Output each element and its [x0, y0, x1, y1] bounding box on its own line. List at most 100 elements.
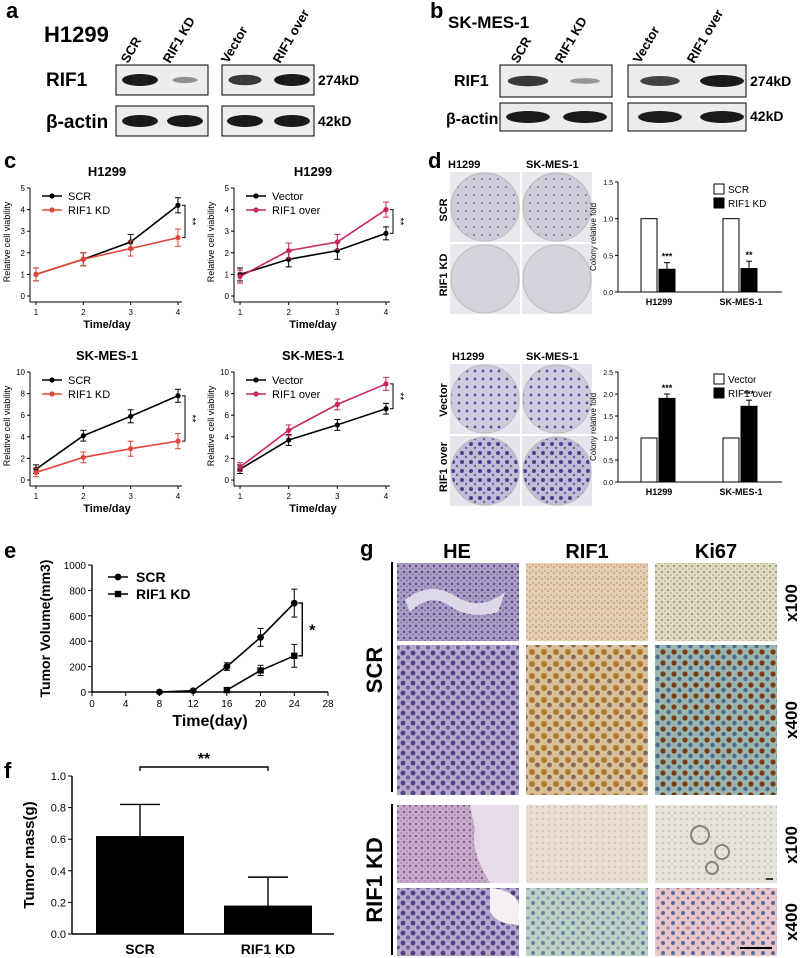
x-tick-label: 1	[238, 492, 243, 501]
magnification-label: x400	[782, 903, 800, 941]
y-tick-label: 600	[69, 612, 86, 623]
series-line	[239, 232, 387, 276]
histology-group-label: SCR	[362, 647, 387, 694]
y-tick-label: 1	[21, 270, 26, 279]
x-tick-label: 2	[286, 492, 291, 501]
colony-col-label: SK-MES-1	[526, 351, 579, 363]
panel-b-lane-label: RIF1 over	[684, 7, 727, 66]
colony-col-label: H1299	[448, 159, 480, 171]
data-point	[237, 464, 243, 470]
bar	[658, 397, 676, 483]
y-tick-label: 1.0	[51, 771, 66, 783]
significance-bracket	[182, 395, 186, 442]
x-tick-label: 3	[128, 492, 133, 501]
y-tick-label: 1.0	[603, 436, 613, 443]
x-tick-label: 2	[81, 492, 86, 501]
x-tick-label: 1	[238, 308, 243, 317]
x-tick-label: SK-MES-1	[719, 297, 762, 307]
panel-b-size-label: 274kD	[750, 73, 791, 89]
significance-stars: **	[394, 392, 405, 400]
blot-band	[274, 74, 310, 86]
y-tick-label: 2	[225, 454, 230, 463]
x-tick-label: 28	[322, 699, 334, 710]
y-tick-label: 200	[69, 663, 86, 674]
y-axis-label: Colony relative fold	[589, 203, 598, 271]
data-point	[175, 393, 181, 399]
y-axis-label: Colony relative fold	[589, 393, 598, 461]
series-line	[35, 395, 179, 470]
y-tick-label: 0.0	[603, 480, 613, 487]
y-tick-label: 8	[21, 390, 26, 399]
x-tick-label: 4	[384, 492, 389, 501]
histology-gland	[705, 861, 719, 875]
legend-label: Vector	[728, 375, 757, 386]
significance-bracket	[182, 204, 186, 239]
x-tick-label: 1	[34, 308, 39, 317]
x-tick-label: H1299	[646, 297, 673, 307]
panel-d-letter: d	[428, 148, 441, 173]
series-line	[35, 236, 179, 276]
data-point	[286, 427, 292, 433]
bar	[96, 836, 184, 934]
y-tick-label: 1000	[64, 561, 87, 572]
y-tick-label: 4	[21, 206, 26, 215]
magnification-label: x400	[782, 701, 800, 739]
panel-b-size-label: 42kD	[750, 108, 783, 124]
histology-lumen	[405, 588, 505, 615]
blot-band	[563, 111, 607, 123]
blot-band	[506, 111, 550, 123]
panel-a-lane-label: RIF1 KD	[160, 14, 198, 65]
magnification-label: x100	[782, 826, 800, 864]
chart-title: H1299	[88, 164, 126, 179]
significance-stars: ***	[744, 389, 755, 399]
legend-label: SCR	[68, 375, 91, 387]
series-line	[239, 407, 387, 470]
legend-marker	[253, 193, 259, 199]
histology-group-label: RIF1 KD	[362, 837, 387, 923]
blot-band	[640, 75, 680, 87]
panel-b-row-label: β-actin	[446, 111, 498, 128]
data-point	[291, 652, 298, 660]
y-tick-label: 2.0	[603, 392, 613, 399]
data-point	[286, 248, 292, 254]
panel-b-lane-label: RIF1 KD	[552, 14, 590, 65]
y-tick-label: 1.5	[603, 414, 613, 421]
histology-image-rif1-kd-400	[526, 888, 648, 956]
histology-image-ki67-scr-100	[655, 563, 777, 641]
panel-f-letter: f	[4, 758, 12, 783]
legend-marker	[49, 193, 55, 199]
legend-swatch	[713, 197, 725, 209]
colony-dish	[522, 172, 592, 242]
histology-image-rif1-scr-400	[526, 645, 648, 795]
y-tick-label: 3	[225, 227, 230, 236]
x-tick-label: 12	[188, 699, 200, 710]
legend-label: RIF1 KD	[136, 586, 190, 602]
legend-label: RIF1 KD	[68, 205, 110, 217]
bar	[722, 437, 740, 483]
legend-marker	[49, 207, 55, 213]
x-tick-label: 4	[384, 308, 389, 317]
colony-dish	[450, 364, 520, 434]
significance-bracket	[298, 602, 303, 657]
data-point	[189, 687, 197, 695]
series-line	[159, 602, 295, 693]
legend-label: SCR	[136, 569, 166, 585]
chart-f: 0.0 0.2 0.4 0.6 0.8 1.0 Tumor mass(g) SCR RIF1 K…	[21, 751, 334, 957]
data-point	[175, 202, 181, 208]
colony-row-label: RIF1 over	[438, 441, 450, 492]
legend-marker	[114, 590, 122, 598]
legend-label: RIF1 KD	[728, 199, 766, 210]
histology-column-label: Ki67	[695, 541, 737, 563]
blot-band	[122, 74, 158, 86]
x-tick-label: 24	[289, 699, 301, 710]
panel-a-row-label: RIF1	[46, 70, 88, 91]
y-tick-label: 5	[225, 184, 230, 193]
legend-label: RIF1 over	[728, 389, 773, 400]
panel-a-size-label: 42kD	[318, 113, 351, 129]
histology-column-label: HE	[443, 541, 471, 563]
y-axis-label: Relative cell viability	[2, 385, 12, 466]
blot-band	[700, 111, 744, 123]
series-line	[239, 208, 387, 278]
